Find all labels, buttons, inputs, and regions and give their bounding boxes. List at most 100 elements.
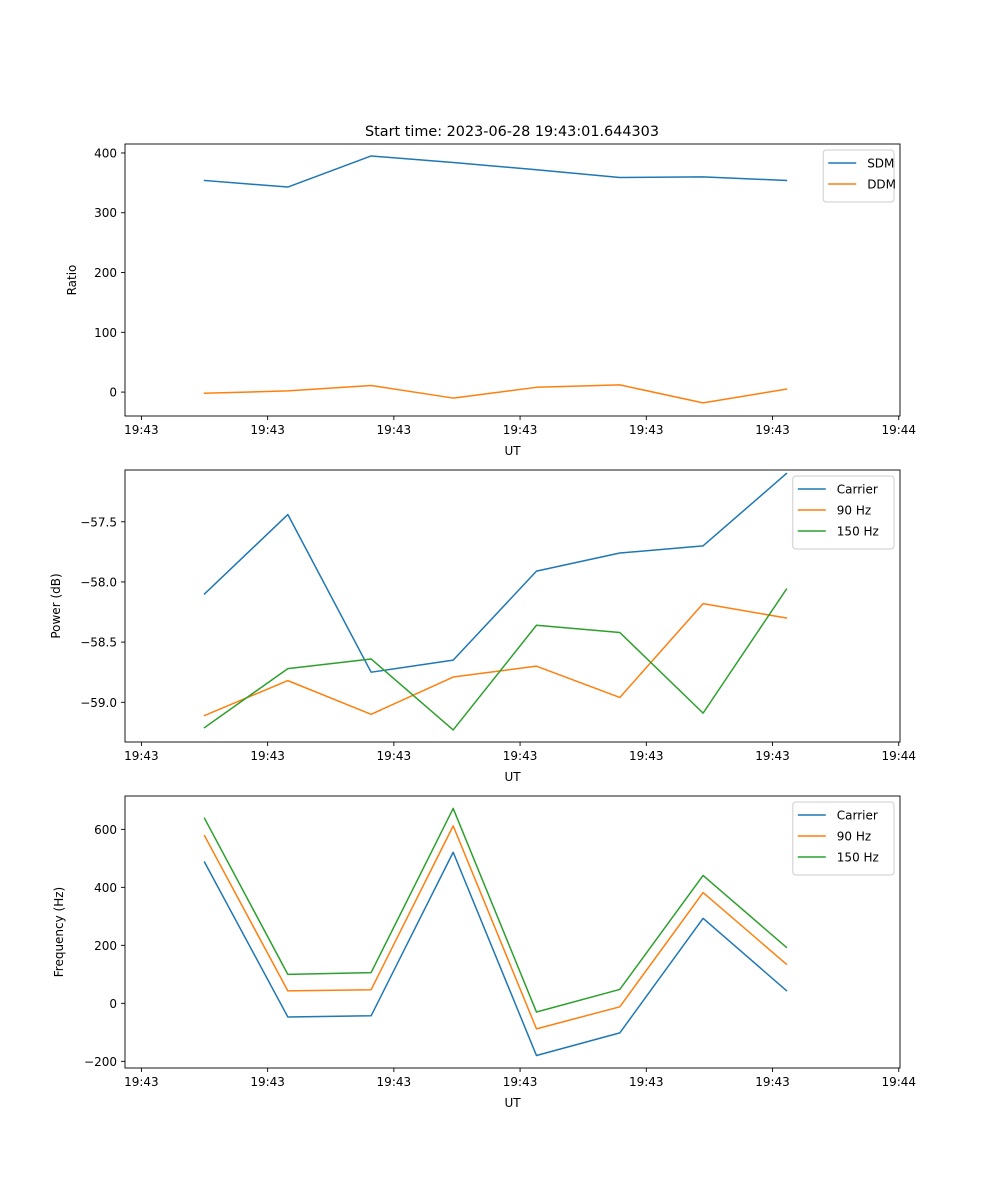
data-point (534, 569, 538, 573)
y-axis-label: Frequency (Hz) (52, 887, 66, 978)
data-point (369, 1014, 373, 1018)
series-line-carrier (203, 472, 788, 673)
legend-label: 90 Hz (837, 830, 871, 844)
data-point (369, 657, 373, 661)
legend: SDM DDM (822, 149, 896, 203)
data-point (451, 728, 455, 732)
data-point (203, 860, 207, 864)
y-tick-label: 200 (94, 939, 117, 953)
data-point (618, 175, 622, 179)
data-point (369, 670, 373, 674)
series-line-carrier (203, 851, 788, 1057)
panels: 19:43 19:43 19:43 19:43 19:43 19:43 19:44 0 100 2… (49, 143, 916, 1110)
axes-frame (124, 795, 901, 1069)
y-tick-label: 200 (94, 266, 117, 280)
x-tick-label: 19:43 (503, 423, 538, 437)
data-point (701, 711, 705, 715)
data-point (369, 712, 373, 716)
data-point (618, 630, 622, 634)
axes-frame (124, 469, 901, 743)
data-point (286, 389, 290, 393)
x-tick-label: 19:43 (124, 749, 159, 763)
y-tick-label: −200 (84, 1055, 117, 1069)
data-point (618, 551, 622, 555)
data-point (534, 623, 538, 627)
chart-panel-3: 19:43 19:43 19:43 19:43 19:43 19:43 19:44 −200 0… (52, 795, 916, 1110)
data-point (451, 824, 455, 828)
data-point (534, 1010, 538, 1014)
legend-label: DDM (867, 178, 896, 192)
x-tick-label: 19:43 (755, 1075, 790, 1089)
data-point (784, 178, 788, 182)
data-point (203, 834, 207, 838)
series-line-90-hz (203, 602, 788, 717)
data-point (203, 714, 207, 718)
x-tick-label: 19:43 (503, 749, 538, 763)
figure-title: Start time: 2023-06-28 19:43:01.644303 (365, 124, 659, 140)
legend-label: Carrier (837, 809, 878, 823)
data-point (701, 602, 705, 606)
data-point (451, 806, 455, 810)
chart-panel-2: 19:43 19:43 19:43 19:43 19:43 19:43 19:44 −59.0… (49, 469, 916, 784)
data-point (618, 1031, 622, 1035)
series-line-150-hz (203, 807, 788, 1013)
legend-label: Carrier (837, 483, 878, 497)
data-point (534, 664, 538, 668)
plot-area (125, 470, 900, 742)
x-tick-label: 19:43 (250, 423, 285, 437)
data-point (286, 972, 290, 976)
data-point (701, 175, 705, 179)
data-point (534, 1027, 538, 1031)
data-point (618, 383, 622, 387)
x-tick-label: 19:43 (124, 1075, 159, 1089)
data-point (784, 989, 788, 993)
data-point (451, 396, 455, 400)
x-tick-label: 19:43 (629, 749, 664, 763)
data-point (451, 658, 455, 662)
plot-area (125, 144, 900, 416)
x-tick-label: 19:44 (881, 423, 916, 437)
axes-frame (124, 143, 901, 417)
x-axis-label: UT (504, 770, 521, 784)
data-point (286, 679, 290, 683)
y-axis-label: Ratio (65, 265, 79, 296)
data-point (286, 667, 290, 671)
data-point (203, 592, 207, 596)
x-tick-label: 19:43 (250, 1075, 285, 1089)
y-tick-label: −58.0 (80, 575, 117, 589)
data-point (618, 695, 622, 699)
y-tick-label: 400 (94, 146, 117, 160)
data-point (286, 1015, 290, 1019)
data-point (534, 168, 538, 172)
legend: Carrier 90 Hz 150 Hz (792, 475, 895, 550)
x-tick-label: 19:44 (881, 1075, 916, 1089)
data-point (286, 989, 290, 993)
y-tick-label: 0 (109, 386, 117, 400)
x-tick-label: 19:43 (755, 423, 790, 437)
data-point (784, 962, 788, 966)
x-tick-label: 19:43 (629, 423, 664, 437)
data-point (369, 384, 373, 388)
legend-label: SDM (867, 157, 894, 171)
y-axis-label: Power (dB) (49, 573, 63, 638)
x-tick-label: 19:43 (377, 423, 412, 437)
data-point (369, 971, 373, 975)
series-line-150-hz (203, 588, 788, 731)
x-tick-label: 19:43 (629, 1075, 664, 1089)
series-line-ddm (203, 384, 788, 404)
series-line-sdm (203, 155, 788, 188)
legend-label: 150 Hz (837, 851, 879, 865)
data-point (701, 891, 705, 895)
x-tick-label: 19:43 (755, 749, 790, 763)
x-tick-label: 19:43 (377, 749, 412, 763)
data-point (451, 675, 455, 679)
data-point (701, 544, 705, 548)
legend: Carrier 90 Hz 150 Hz (792, 801, 895, 876)
data-point (286, 513, 290, 517)
data-point (701, 401, 705, 405)
data-point (618, 1005, 622, 1009)
y-tick-label: 400 (94, 881, 117, 895)
data-point (534, 1054, 538, 1058)
y-tick-label: 300 (94, 206, 117, 220)
